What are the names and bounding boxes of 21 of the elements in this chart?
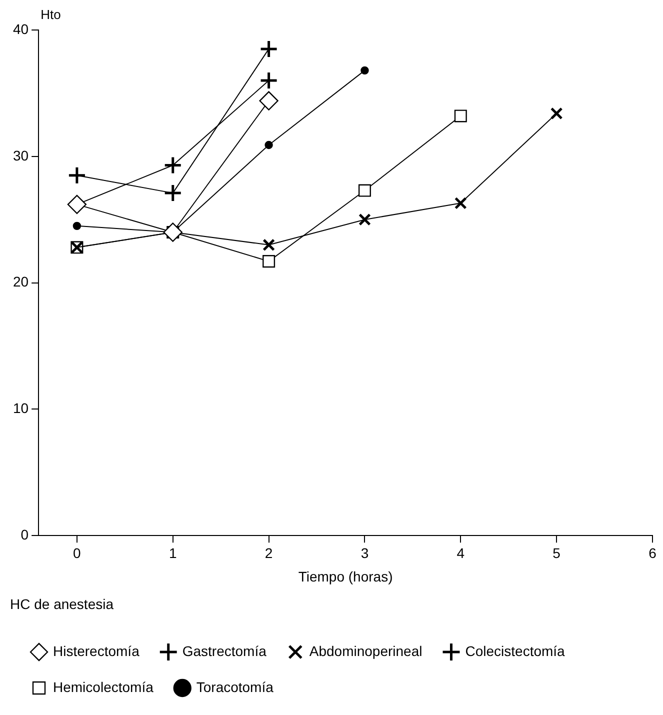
legend-label: Gastrectomía (182, 642, 267, 659)
x-tick-label: 0 (73, 544, 82, 561)
legend-title: HC de anestesia (10, 596, 114, 612)
x-tick-label: 3 (360, 544, 369, 561)
y-tick-label: 10 (12, 400, 29, 416)
legend-label: Toracotomía (196, 678, 274, 695)
x-axis-title: Tiempo (horas) (298, 568, 393, 585)
x-tick-label: 5 (552, 544, 561, 561)
y-tick-label: 40 (12, 20, 29, 37)
legend-label: Abdominoperineal (309, 642, 422, 659)
y-tick-label: 20 (12, 274, 29, 290)
y-axis-title: Hto (40, 7, 61, 22)
x-tick-label: 1 (168, 544, 177, 561)
y-tick-label: 0 (20, 526, 29, 542)
y-tick-label: 30 (12, 147, 29, 164)
legend-label: Hemicolectomía (53, 678, 154, 695)
legend-label: Colecistectomía (465, 642, 566, 659)
x-tick-label: 2 (264, 544, 273, 561)
legend-label: Histerectomía (53, 642, 140, 659)
x-tick-label: 6 (648, 544, 657, 561)
x-tick-label: 4 (456, 544, 465, 561)
